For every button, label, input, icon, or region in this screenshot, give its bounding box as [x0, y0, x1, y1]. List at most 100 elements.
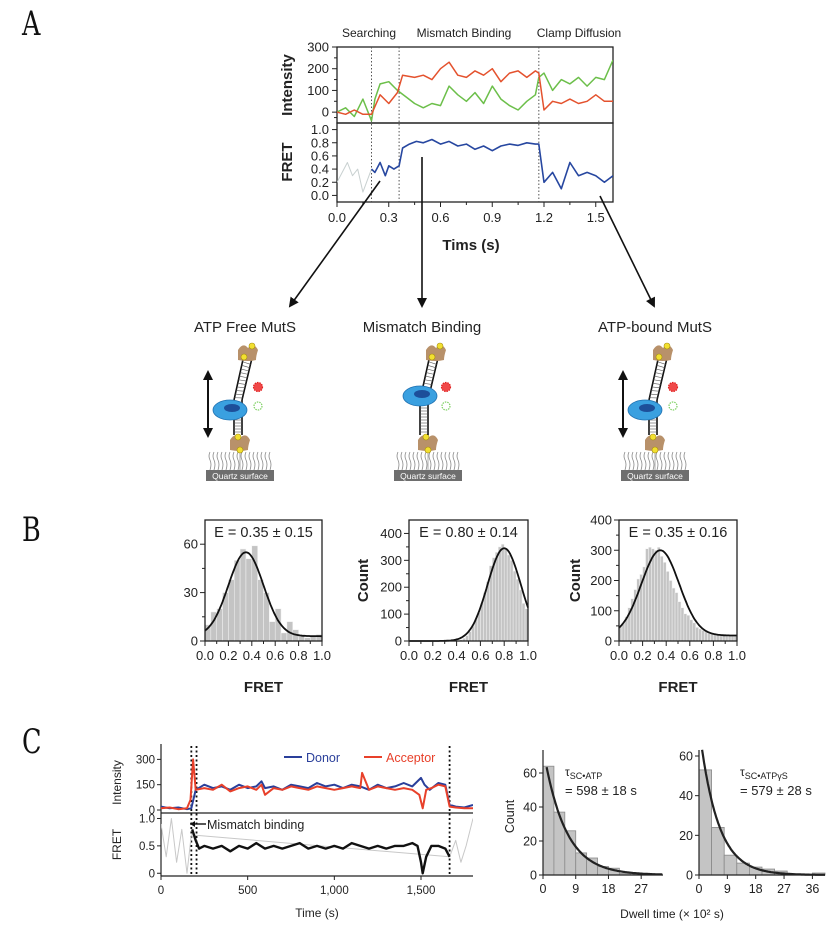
base-pair [426, 372, 435, 375]
peg-strand [396, 451, 400, 471]
mutS-clamp-hole [414, 390, 430, 398]
x-tick-label: 36 [805, 882, 819, 896]
histogram-bar [654, 550, 658, 642]
histogram-bar [692, 622, 696, 642]
histogram-bar [228, 579, 235, 642]
x-tick-label: 1.0 [728, 648, 746, 663]
x-axis-label: Tims (s) [442, 237, 499, 254]
histogram-bar [468, 631, 472, 642]
panel-letter-c: C [22, 722, 42, 762]
histogram-bar [498, 546, 502, 642]
peg-strand [667, 451, 671, 471]
y-tick-label: 300 [380, 553, 402, 568]
histogram-bar [280, 632, 288, 642]
x-tick-label: 27 [777, 882, 791, 896]
peg-strand [224, 451, 228, 471]
histogram-bar [553, 811, 566, 876]
y-axis-label: Count [355, 559, 372, 602]
base-pair [427, 365, 436, 368]
segment-label: Clamp Diffusion [537, 26, 621, 40]
peg-strand [400, 451, 404, 471]
y-tick-label: 0 [686, 869, 693, 883]
y-tick-label: 0.2 [311, 175, 329, 190]
dwell-time-histogram-2: 0 20 40 60 0 9 18 27 36 τSC•ATPγS = 579 ± 28 s [679, 750, 826, 896]
peg-strand [408, 451, 412, 471]
y-tick-label: 300 [307, 40, 329, 55]
biotin [234, 433, 242, 441]
biotin [240, 353, 248, 361]
y-tick-label: 100 [307, 83, 329, 98]
peg-strand [671, 451, 675, 471]
x-tick-label: 1,000 [320, 885, 349, 897]
y-axis-label: Count [567, 559, 584, 602]
acceptor-dye-icon [440, 381, 452, 393]
donor-dye-icon [668, 401, 678, 411]
x-tick-label: 0.4 [448, 648, 466, 663]
acceptor-dye-icon [252, 381, 264, 393]
series-group [161, 758, 473, 875]
mutS-dna-schematic: Quartz surface [618, 342, 689, 481]
tau-symbol: τ [740, 765, 745, 779]
tau-value: = 598 ± 18 s [565, 783, 637, 798]
histogram-bar [719, 635, 723, 642]
peg-strand [244, 451, 248, 471]
y-tick-label: 1.0 [311, 122, 329, 137]
annotation-arrow-icon [190, 821, 195, 827]
donor-dye-icon [441, 401, 451, 411]
base-pair [426, 368, 435, 372]
base-pair [655, 368, 664, 372]
streptavidin [645, 435, 665, 451]
base-pair [651, 386, 660, 389]
peg-strand [208, 451, 212, 471]
biotin [428, 353, 436, 361]
peg-strand [268, 451, 272, 471]
panel-a: Searching Mismatch Binding Clamp Diffusion… [194, 26, 712, 336]
fret-trace-faint [161, 818, 473, 874]
x-tick-label: 0.6 [681, 648, 699, 663]
peg-strand [452, 451, 456, 471]
peg-strand [643, 451, 647, 471]
base-pair [236, 386, 245, 389]
legend-label-acceptor: Acceptor [386, 751, 435, 765]
base-pair [238, 379, 247, 382]
exponential-fit-curve [545, 766, 663, 876]
histogram-bar [515, 578, 520, 642]
panel-letter-a: A [22, 4, 41, 44]
arrow-up-icon [203, 370, 213, 380]
x-tick-label: 0.4 [657, 648, 675, 663]
base-pair [655, 372, 664, 375]
histogram-bar [707, 633, 711, 642]
y-tick-label: 1.0 [139, 813, 155, 825]
base-pair [656, 365, 665, 368]
x-tick-label: 1.2 [535, 210, 553, 225]
base-pair [653, 379, 662, 382]
biotin [248, 342, 256, 350]
histogram-bar [663, 562, 667, 642]
peg-strand [659, 451, 663, 471]
peg-strand [436, 451, 440, 471]
donor-trace [337, 59, 613, 122]
x-tick-label: 27 [634, 882, 648, 896]
panel-letter-b: B [22, 510, 41, 550]
histogram-bar [660, 556, 664, 642]
histogram-bar [689, 619, 693, 642]
y-tick-label: 0 [149, 805, 155, 817]
base-pair [240, 368, 249, 372]
histogram-bar [716, 635, 720, 642]
histogram-bar [506, 554, 511, 642]
x-tick-label: 0.6 [471, 648, 489, 663]
histogram-bar [724, 635, 729, 642]
peg-strand [240, 451, 244, 471]
acceptor-dye-icon [667, 381, 679, 393]
base-pair [423, 383, 432, 385]
fret-histogram-2: E = 0.80 ± 0.14 0 100 200 300 400 0.0 0.2 0.4 0.6… [355, 519, 537, 696]
peg-strand [228, 451, 232, 471]
arrow-to-atp-free [288, 180, 381, 308]
streptavidin [426, 345, 446, 361]
peg-strand [264, 451, 268, 471]
x-tick-label: 1.0 [519, 648, 537, 663]
peg-strand [440, 451, 444, 471]
peg-strand [647, 451, 651, 471]
histogram-bar [245, 558, 253, 642]
peg-strand [256, 451, 260, 471]
